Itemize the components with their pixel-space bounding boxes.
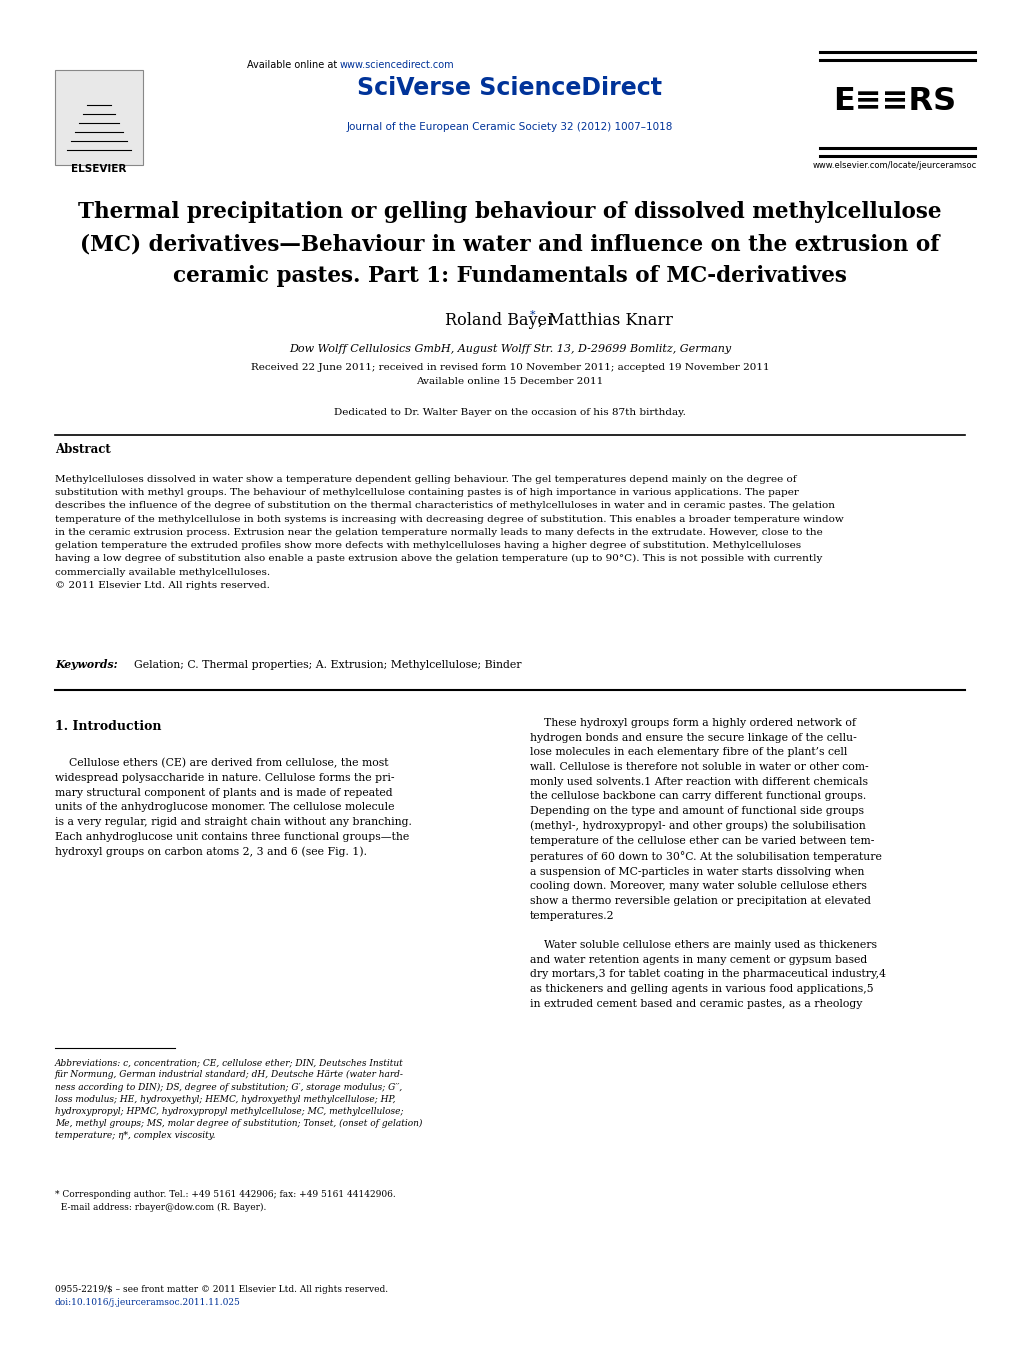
Text: Dedicated to Dr. Walter Bayer on the occasion of his 87th birthday.: Dedicated to Dr. Walter Bayer on the occ… [334,408,685,416]
Text: Abbreviations: c, concentration; CE, cellulose ether; DIN, Deutsches Institut
fü: Abbreviations: c, concentration; CE, cel… [55,1059,422,1141]
Text: These hydroxyl groups form a highly ordered network of
hydrogen bonds and ensure: These hydroxyl groups form a highly orde… [530,718,881,921]
Text: Received 22 June 2011; received in revised form 10 November 2011; accepted 19 No: Received 22 June 2011; received in revis… [251,362,768,372]
Text: ceramic pastes. Part 1: Fundamentals of MC-derivatives: ceramic pastes. Part 1: Fundamentals of … [173,265,846,287]
Text: *: * [530,310,535,320]
Text: SciVerse ScienceDirect: SciVerse ScienceDirect [357,76,662,100]
Text: Cellulose ethers (CE) are derived from cellulose, the most
widespread polysaccha: Cellulose ethers (CE) are derived from c… [55,758,412,857]
Text: Journal of the European Ceramic Society 32 (2012) 1007–1018: Journal of the European Ceramic Society … [346,122,673,132]
Text: Dow Wolff Cellulosics GmbH, August Wolff Str. 13, D-29699 Bomlitz, Germany: Dow Wolff Cellulosics GmbH, August Wolff… [288,343,731,354]
Text: * Corresponding author. Tel.: +49 5161 442906; fax: +49 5161 44142906.
  E-mail : * Corresponding author. Tel.: +49 5161 4… [55,1190,395,1211]
Text: doi:10.1016/j.jeurceramsoc.2011.11.025: doi:10.1016/j.jeurceramsoc.2011.11.025 [55,1298,240,1307]
Text: 1. Introduction: 1. Introduction [55,721,161,733]
Text: Available online 15 December 2011: Available online 15 December 2011 [416,377,603,387]
Text: Roland Bayer: Roland Bayer [444,312,554,329]
Text: www.sciencedirect.com: www.sciencedirect.com [339,59,454,70]
Text: Available online at: Available online at [247,59,339,70]
Text: , Matthias Knarr: , Matthias Knarr [537,312,673,329]
Bar [55,70,143,165]
Text: Keywords:: Keywords: [55,658,117,671]
Text: Thermal precipitation or gelling behaviour of dissolved methylcellulose: Thermal precipitation or gelling behavio… [78,201,941,223]
Text: Abstract: Abstract [55,443,111,456]
Text: www.elsevier.com/locate/jeurceramsoc: www.elsevier.com/locate/jeurceramsoc [812,161,976,170]
Text: 0955-2219/$ – see front matter © 2011 Elsevier Ltd. All rights reserved.: 0955-2219/$ – see front matter © 2011 El… [55,1284,388,1294]
Text: ELSEVIER: ELSEVIER [71,164,126,174]
Text: Gelation; C. Thermal properties; A. Extrusion; Methylcellulose; Binder: Gelation; C. Thermal properties; A. Extr… [127,660,521,671]
Text: Water soluble cellulose ethers are mainly used as thickeners
and water retention: Water soluble cellulose ethers are mainl… [530,940,886,1009]
Text: E≡≡RS: E≡≡RS [833,87,956,118]
Text: (MC) derivatives—Behaviour in water and influence on the extrusion of: (MC) derivatives—Behaviour in water and … [81,233,938,256]
Text: Methylcelluloses dissolved in water show a temperature dependent gelling behavio: Methylcelluloses dissolved in water show… [55,475,843,589]
